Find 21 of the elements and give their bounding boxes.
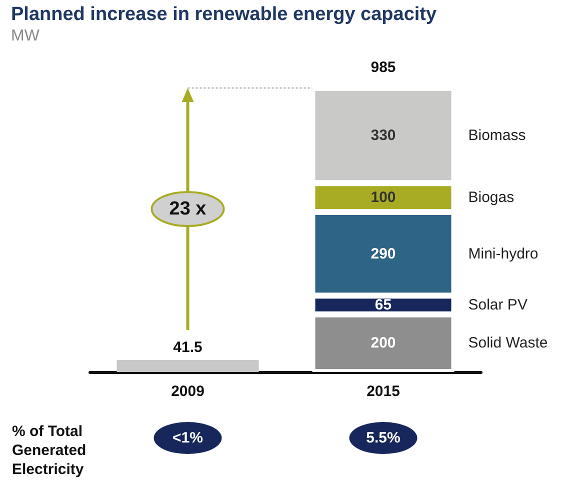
chart-title: Planned increase in renewable energy capacity — [11, 4, 438, 25]
series-label: Solid Waste — [468, 334, 548, 352]
total-label: 985 — [370, 59, 396, 76]
x-tick-label: 2009 — [171, 383, 204, 400]
text: % of Total Generated Electricity — [12, 422, 88, 479]
data-label: 41.5 — [173, 339, 202, 356]
pill-badge: 5.5% — [349, 422, 418, 454]
multiplier-badge: 23 x — [150, 191, 225, 228]
series-label: Biogas — [468, 189, 514, 206]
pill-badge: <1% — [154, 422, 222, 454]
series-label: Solar PV — [468, 296, 528, 314]
data-label: 330 — [370, 127, 396, 144]
data-label: 200 — [370, 334, 396, 352]
series-label: Biomass — [468, 127, 526, 144]
x-tick-label: 2015 — [366, 383, 400, 400]
data-label: 100 — [370, 189, 396, 206]
data-label: 65 — [374, 296, 392, 314]
data-label: 290 — [370, 245, 396, 262]
chart-subtitle: MW — [11, 28, 40, 44]
annotation: 23 x — [169, 198, 207, 220]
series-label: Mini-hydro — [468, 245, 538, 262]
